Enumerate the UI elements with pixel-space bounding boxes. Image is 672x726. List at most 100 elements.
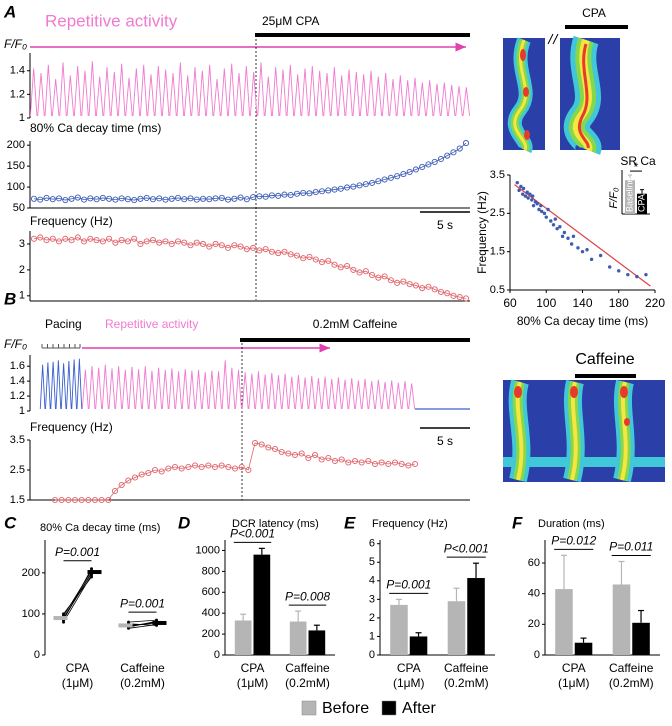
y-tick-label: 5 <box>369 556 375 568</box>
point <box>456 145 463 152</box>
bar-label: Baseline <box>624 177 634 212</box>
point <box>343 262 351 270</box>
spike <box>132 68 141 117</box>
spike <box>73 65 82 117</box>
spike <box>308 65 317 117</box>
mean-bar <box>53 616 68 621</box>
p-value: P<0.001 <box>444 541 489 555</box>
spike <box>205 64 214 117</box>
spike <box>161 69 170 117</box>
spike <box>125 77 133 117</box>
point <box>181 239 188 246</box>
point <box>165 465 172 472</box>
point <box>62 620 65 624</box>
series-line <box>33 142 467 201</box>
label: C <box>4 513 17 532</box>
spike <box>44 64 53 117</box>
p-value: P=0.011 <box>609 540 653 554</box>
spike <box>295 375 302 410</box>
x-tick-label: 220 <box>645 296 665 310</box>
point <box>287 251 294 258</box>
point <box>262 246 269 253</box>
spike <box>455 86 463 117</box>
y-tick-label: 3.5 <box>10 434 25 446</box>
bar <box>409 636 428 655</box>
point <box>55 238 63 245</box>
line-scan-image <box>503 379 665 483</box>
point <box>571 234 576 239</box>
point <box>275 192 282 199</box>
spike <box>175 371 183 410</box>
spike <box>330 67 339 117</box>
point <box>206 196 213 203</box>
point <box>337 264 344 271</box>
point <box>87 195 94 202</box>
spike <box>201 372 209 410</box>
point <box>58 496 65 504</box>
pair-line <box>63 572 92 620</box>
spike <box>147 74 155 117</box>
point <box>551 223 556 227</box>
point <box>444 290 451 297</box>
spike <box>155 367 163 410</box>
p-value: P=0.001 <box>120 596 165 610</box>
spike <box>55 360 62 410</box>
x-tick-label: 180 <box>609 296 629 310</box>
point <box>199 240 207 248</box>
point <box>51 496 59 504</box>
x-tick-label: (0.2mM) <box>609 676 654 690</box>
legend-label: After <box>402 700 436 717</box>
x-tick-label: 100 <box>536 296 556 310</box>
spike <box>101 364 109 410</box>
point <box>356 269 363 276</box>
label: Duration (ms) <box>538 518 605 530</box>
point <box>406 281 413 288</box>
point <box>419 163 426 171</box>
y-tick-label: 200 <box>202 628 220 640</box>
spike <box>462 87 471 117</box>
spike <box>396 75 405 117</box>
point <box>281 191 288 198</box>
point <box>318 259 326 266</box>
spike <box>220 68 229 117</box>
spike <box>411 77 419 117</box>
spike <box>374 379 382 410</box>
spike <box>381 73 390 117</box>
point <box>211 463 219 471</box>
point <box>539 203 543 208</box>
point <box>90 575 93 579</box>
point <box>544 215 548 219</box>
point <box>98 496 105 504</box>
point <box>425 161 432 168</box>
point <box>143 238 150 245</box>
point <box>199 195 207 202</box>
point <box>375 274 382 281</box>
point <box>520 192 525 196</box>
point <box>305 454 312 462</box>
x-tick-label: Caffeine <box>285 661 330 675</box>
point <box>143 194 150 201</box>
point <box>225 463 232 471</box>
point <box>243 196 250 203</box>
bar-label: CPA <box>636 194 646 212</box>
p-value: P=0.001 <box>386 578 431 592</box>
x-tick-label: Caffeine <box>120 661 165 675</box>
y-tick-label: 100 <box>22 608 40 620</box>
point <box>118 195 125 202</box>
point <box>185 463 192 471</box>
label: CPA <box>582 6 606 20</box>
point <box>156 195 163 202</box>
point <box>131 196 138 204</box>
x-tick-label: (1μM) <box>558 676 590 690</box>
spike <box>141 366 149 410</box>
point <box>431 286 438 293</box>
point <box>306 253 313 260</box>
point <box>99 194 106 201</box>
x-tick-label: (1μM) <box>62 676 94 690</box>
y-tick-label: 200 <box>22 567 40 579</box>
spike <box>354 380 362 410</box>
y-tick-label: 150 <box>7 160 25 172</box>
point <box>151 466 159 474</box>
point <box>275 249 282 257</box>
point <box>93 196 100 203</box>
